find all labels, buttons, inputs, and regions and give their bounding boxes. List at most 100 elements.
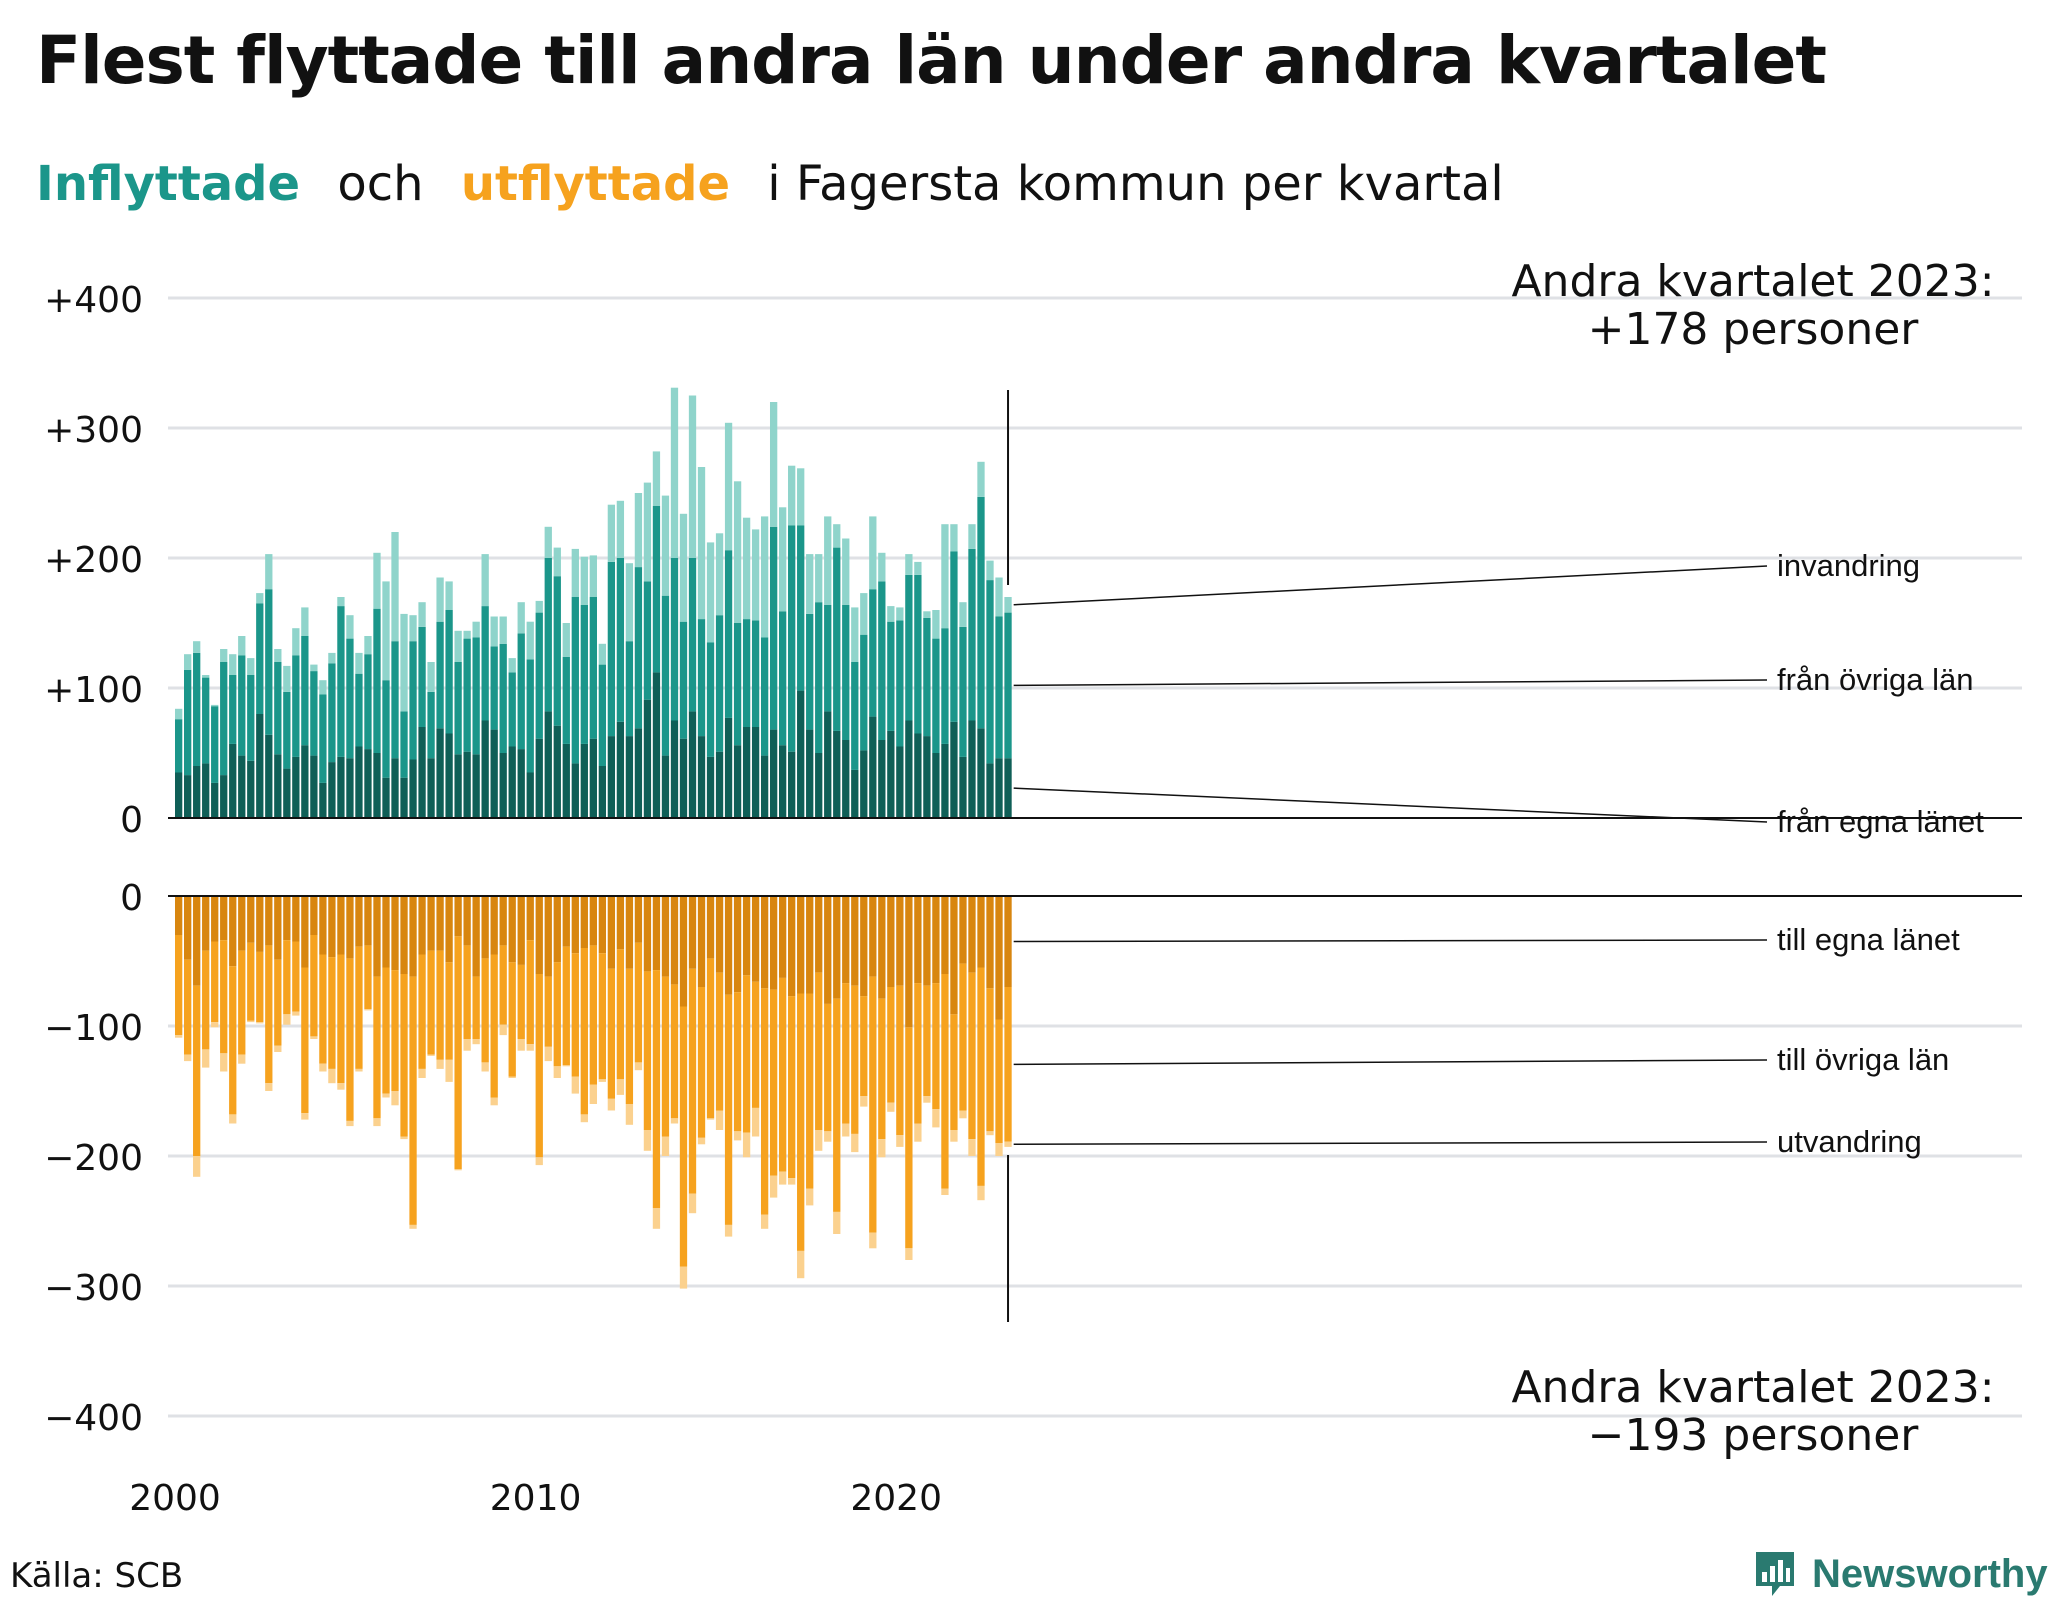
outflow-bar-a (274, 896, 282, 960)
inflow-bar-c (724, 422, 733, 551)
inflow-bar-b (544, 558, 552, 712)
outflow-bar-b (337, 954, 345, 1084)
y-tick-label-bottom: 0 (120, 878, 143, 919)
outflow-bar-b (202, 950, 210, 1050)
inflow-bar-b (355, 673, 363, 747)
inflow-bar-b (742, 619, 751, 727)
inflow-bar-c (283, 665, 291, 692)
inflow-bar-a (256, 714, 264, 818)
outflow-bar-b (788, 996, 796, 1179)
inflow-bar-b (715, 615, 724, 752)
outflow-bar-a (184, 896, 192, 960)
inflow-bar-a (788, 751, 796, 818)
inflow-bar-a (652, 672, 661, 818)
outflow-bar-b (508, 962, 516, 1077)
outflow-bar-b (733, 992, 742, 1132)
inflow-bar-b (481, 606, 489, 721)
outflow-bar-c (923, 1096, 931, 1103)
outflow-bars (175, 896, 1012, 1289)
inflow-bar-a (499, 753, 507, 818)
outflow-bar-a (229, 896, 237, 967)
outflow-bar-a (328, 896, 336, 958)
inflow-bar-b (184, 669, 192, 776)
inflow-bar-a (292, 756, 300, 818)
inflow-bar-a (697, 736, 706, 818)
outflow-bar-b (499, 945, 507, 1025)
outflow-bar-c (842, 1123, 850, 1137)
inflow-bar-a (202, 763, 210, 818)
inflow-bar-c (878, 552, 886, 582)
outflow-bar-b (751, 981, 760, 1108)
outflow-bar-b (905, 1027, 913, 1249)
inflow-bar-c (427, 662, 435, 692)
inflow-bar-a (229, 743, 237, 818)
inflow-bar-c (1004, 597, 1012, 613)
outflow-bar-a (815, 896, 823, 973)
y-tick-label-top: +200 (44, 540, 143, 581)
inflow-bar-c (950, 524, 958, 552)
outflow-bar-b (184, 959, 192, 1055)
series-label-top: invandring (1777, 548, 1920, 583)
outflow-bar-a (905, 896, 913, 1028)
inflow-bar-c (959, 602, 967, 627)
inflow-bar-a (932, 753, 940, 818)
inflow-bar-b (229, 675, 237, 744)
inflow-bar-c (418, 602, 426, 627)
inflow-bar-b (878, 581, 886, 740)
inflow-bar-c (580, 556, 588, 605)
outflow-bar-c (454, 1169, 462, 1171)
inflow-bar-a (364, 749, 372, 818)
outflow-bar-c (950, 1130, 958, 1142)
outflow-bar-a (364, 896, 372, 946)
outflow-bar-c (788, 1178, 796, 1185)
inflow-bar-a (184, 775, 192, 818)
inflow-bar-c (337, 597, 345, 607)
outflow-bar-a (1004, 896, 1012, 987)
inflow-bar-c (364, 636, 372, 655)
inflow-bar-a (797, 690, 805, 818)
outflow-bar-a (878, 896, 886, 999)
inflow-bar-a (643, 699, 652, 818)
inflow-bar-c (869, 516, 877, 590)
inflow-bar-c (986, 560, 994, 581)
outflow-bar-c (562, 1065, 570, 1067)
inflow-bar-b (968, 548, 976, 721)
inflow-bar-a (553, 725, 561, 818)
outflow-bar-c (391, 1091, 399, 1106)
inflow-bar-c (995, 577, 1003, 617)
outflow-bar-c (607, 1098, 616, 1111)
inflow-bar-c (643, 482, 652, 582)
inflow-bar-b (751, 620, 760, 727)
inflow-bar-c (499, 616, 507, 644)
inflow-bar-c (706, 542, 715, 643)
outflow-bar-a (652, 896, 661, 971)
outflow-bar-a (409, 896, 417, 977)
outflow-bar-c (463, 1039, 471, 1051)
outflow-bar-a (247, 896, 255, 943)
inflow-bar-a (418, 727, 426, 818)
inflow-bar-c (409, 615, 417, 642)
inflow-bar-a (409, 759, 417, 818)
inflow-bar-c (679, 513, 688, 622)
inflow-bar-c (815, 554, 823, 603)
outflow-bar-c (508, 1076, 516, 1078)
outflow-bar-a (977, 896, 985, 968)
inflow-bar-b (328, 663, 336, 763)
inflow-bar-a (824, 711, 832, 818)
annotation-bottom-line2: −193 personer (1588, 1410, 1920, 1461)
outflow-bar-a (481, 896, 489, 959)
inflow-bar-c (400, 613, 408, 712)
outflow-bar-b (580, 948, 588, 1115)
outflow-bar-c (869, 1232, 877, 1249)
inflow-bar-a (508, 746, 516, 818)
outflow-bar-a (445, 896, 453, 963)
inflow-bar-b (869, 589, 877, 717)
inflow-bar-b (824, 604, 832, 712)
inflow-bar-b (905, 574, 913, 721)
inflow-bar-b (562, 656, 570, 744)
inflow-bar-b (400, 711, 408, 778)
outflow-bar-a (490, 896, 498, 955)
label-leader-bottom (1013, 1141, 1768, 1146)
subtitle-och: och (337, 156, 424, 212)
outflow-bar-a (598, 896, 607, 954)
